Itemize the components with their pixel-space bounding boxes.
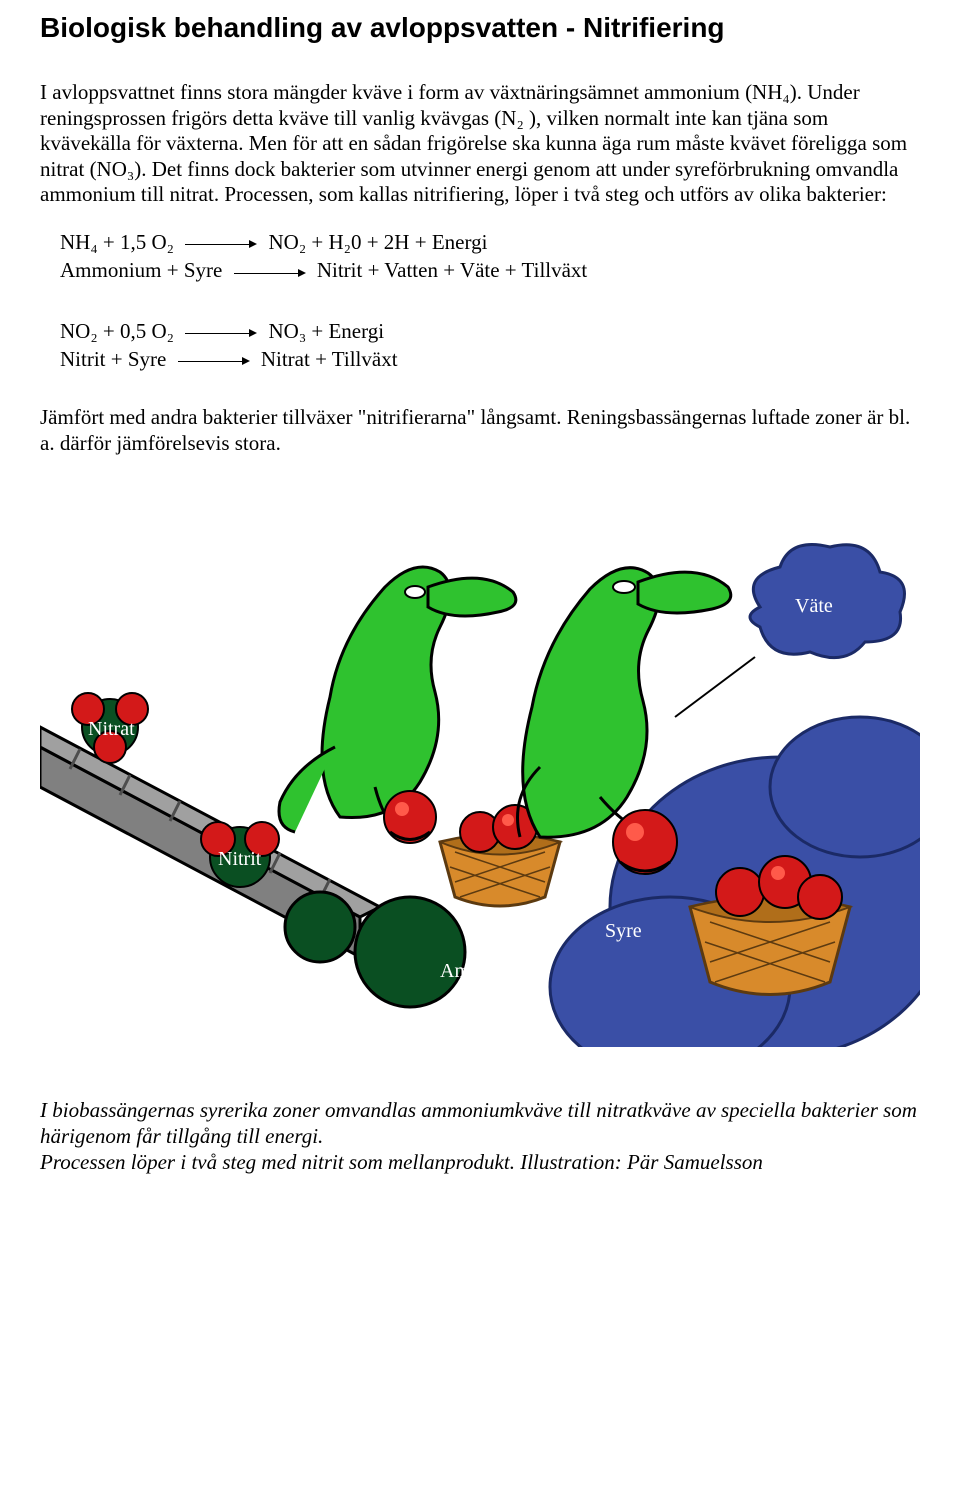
- nitrat-label: Nitrat: [88, 718, 135, 740]
- eq2-line1-right: NO₃ + Energi: [268, 319, 384, 343]
- eq1-line2-right: Nitrit + Vatten + Väte + Tillväxt: [317, 258, 587, 282]
- eq1-line2-left: Ammonium + Syre: [60, 258, 222, 282]
- eq1-line1-right: NO₂ + H₂0 + 2H + Energi: [268, 230, 487, 254]
- nitrit-label: Nitrit: [218, 848, 262, 870]
- eq1-line1-left: NH₄ + 1,5 O₂: [60, 230, 174, 254]
- page: Biologisk behandling av avloppsvatten - …: [0, 0, 960, 1215]
- eq2-line1-left: NO₂ + 0,5 O₂: [60, 319, 174, 343]
- ammonium-molecule: Ammonium: [285, 892, 537, 1007]
- arrow-icon: [178, 356, 250, 366]
- vate-label: Väte: [795, 595, 833, 617]
- illustration-container: Väte Nitrat: [40, 487, 920, 1047]
- arrow-icon: [185, 239, 257, 249]
- arrow-icon: [234, 268, 306, 278]
- page-title: Biologisk behandling av avloppsvatten - …: [40, 12, 920, 44]
- nitrification-illustration: Väte Nitrat: [40, 487, 920, 1047]
- equation-block-1: NH₄ + 1,5 O₂ NO₂ + H₂0 + 2H + Energi Amm…: [40, 228, 920, 373]
- arrow-icon: [185, 328, 257, 338]
- syre-label: Syre: [605, 920, 642, 942]
- eq2-line2-left: Nitrit + Syre: [60, 347, 166, 371]
- caption-line-2: Processen löper i två steg med nitrit so…: [40, 1149, 920, 1175]
- body-paragraph-2: Jämfört med andra bakterier tillväxer "n…: [40, 405, 920, 456]
- bacterium-left: [279, 567, 516, 843]
- vate-cloud: Väte: [675, 544, 905, 717]
- ammonium-label: Ammonium: [440, 960, 537, 982]
- eq2-line2-right: Nitrat + Tillväxt: [261, 347, 398, 371]
- caption-line-1: I biobassängernas syrerika zoner omvandl…: [40, 1097, 920, 1150]
- intro-paragraph: I avloppsvattnet finns stora mängder kvä…: [40, 80, 920, 208]
